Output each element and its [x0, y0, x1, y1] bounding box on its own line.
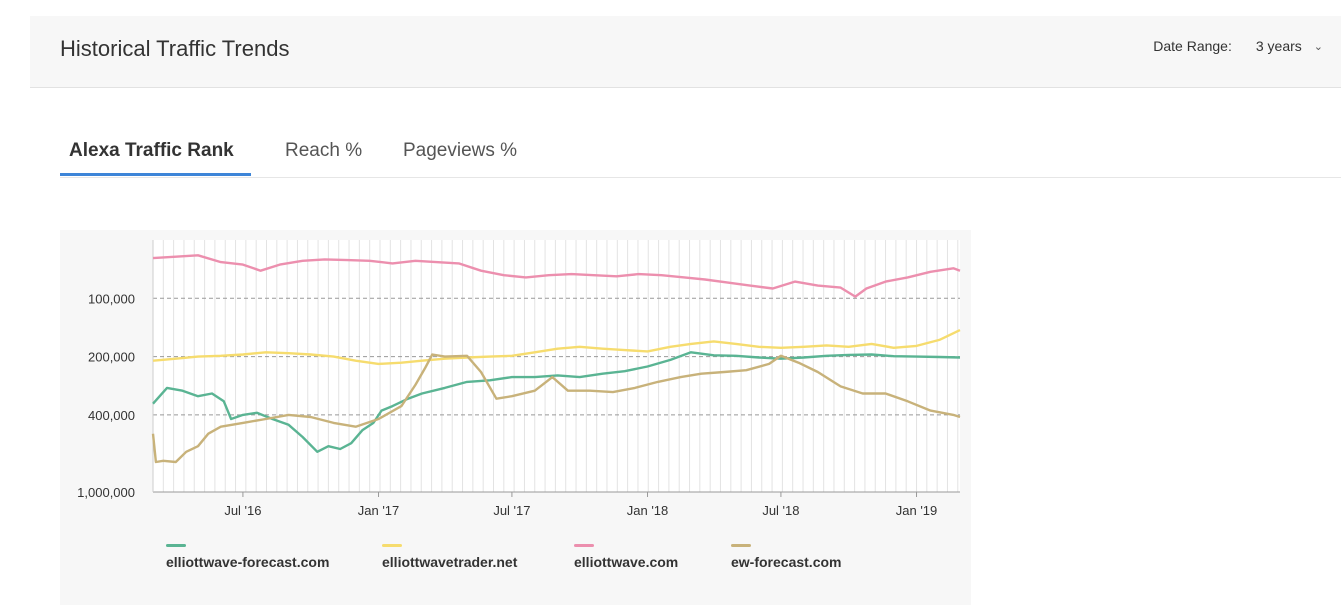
legend-label: elliottwavetrader.net [382, 554, 518, 570]
date-range-select[interactable]: 3 years ⌄ [1256, 38, 1323, 54]
y-tick-label: 1,000,000 [77, 485, 135, 500]
y-tick-label: 400,000 [88, 408, 135, 423]
date-range-value[interactable]: 3 years [1255, 38, 1302, 54]
page-header: Historical Traffic Trends Date Range: 3 … [30, 16, 1341, 88]
series-lines [151, 254, 961, 464]
y-tick-label: 200,000 [88, 350, 135, 365]
legend-swatch [731, 544, 751, 547]
legend-item-elliottwave[interactable]: elliottwave.com [574, 544, 678, 570]
series-line-elliottwavetrader-net [152, 329, 961, 366]
plot-area [153, 240, 960, 492]
legend-swatch [166, 544, 186, 547]
tab-pageviews[interactable]: Pageviews % [403, 140, 518, 161]
series-line-elliottwave-com [152, 254, 961, 298]
legend-item-ew-forecast[interactable]: ew-forecast.com [731, 544, 841, 570]
x-tick-label: Jan '19 [896, 503, 938, 518]
date-range-control: Date Range: 3 years ⌄ [1153, 38, 1323, 54]
tab-reach[interactable]: Reach % [285, 140, 363, 161]
x-tick-label: Jul '18 [762, 503, 799, 518]
x-tick-label: Jan '18 [627, 503, 669, 518]
vertical-grid [152, 240, 959, 492]
x-tick-label: Jul '16 [224, 503, 261, 518]
series-line-elliottwave-forecast-com [152, 351, 961, 453]
active-tab-indicator [60, 173, 251, 176]
tab-alexa-traffic-rank[interactable]: Alexa Traffic Rank [69, 140, 234, 161]
x-axis-ticks: Jul '16 Jan '17 Jul '17 Jan '18 Jul '18 Jan '… [224, 492, 937, 518]
y-tick-label: 100,000 [88, 291, 135, 306]
page-title: Historical Traffic Trends [60, 36, 290, 61]
legend-item-elliottwavetrader[interactable]: elliottwavetrader.net [382, 544, 517, 570]
legend-swatch [574, 544, 594, 547]
x-tick-label: Jan '17 [358, 503, 400, 518]
legend-label: ew-forecast.com [731, 554, 842, 570]
y-axis-ticks: 100,000 200,000 400,000 1,000,000 [77, 291, 135, 500]
metric-tabs: Alexa Traffic Rank Reach % Pageviews % [60, 128, 1341, 178]
date-range-label: Date Range: [1153, 38, 1232, 54]
chevron-down-icon[interactable]: ⌄ [1313, 40, 1323, 53]
series-line-ew-forecast-com [151, 353, 961, 464]
x-tick-label: Jul '17 [493, 503, 530, 518]
legend-label: elliottwave.com [574, 554, 679, 570]
legend-label: elliottwave-forecast.com [166, 554, 330, 570]
legend-swatch [382, 544, 402, 547]
legend-item-elliottwave-forecast[interactable]: elliottwave-forecast.com [166, 544, 329, 570]
